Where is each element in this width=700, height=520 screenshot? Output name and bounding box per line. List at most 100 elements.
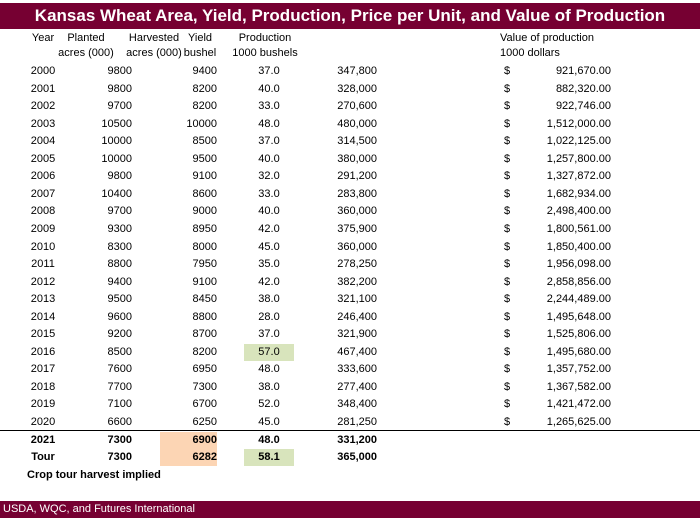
cell-value: 1,495,648.00 [546,310,611,323]
cell-year: 2002 [30,100,56,113]
cell-planted: 7300 [107,434,132,446]
cell-planted: 10500 [101,117,132,130]
cell-production: 375,900 [337,222,377,235]
header-planted-line1: Planted [67,32,105,44]
cell-harvested: 8200 [192,345,217,358]
cell-value: 882,320.00 [555,82,611,95]
cell-planted: 9800 [107,170,132,183]
cell-dollar-sign: $ [504,416,511,428]
cell-year: 2009 [30,222,56,235]
cell-dollar-sign: $ [504,293,511,306]
cell-harvested: 6950 [192,363,217,376]
cell-harvested: 9100 [192,170,217,183]
cell-harvested: 9400 [192,65,217,77]
cell-production: 283,800 [337,187,377,200]
header-production: Production 1000 bushels [230,31,300,61]
cell-value: 922,746.00 [555,100,611,113]
cell-production: 277,400 [337,380,377,393]
note: Crop tour harvest implied [27,469,161,481]
cell-dollar-sign: $ [504,100,511,113]
cell-planted: 8300 [107,240,132,253]
cell-dollar-sign: $ [504,240,511,253]
header-value: Value of production 1000 dollars [500,31,620,61]
cell-yield: 42.0 [258,222,280,235]
cell-planted: 7600 [107,363,132,376]
cell-yield: 35.0 [258,258,280,271]
cell-dollar-sign: $ [504,117,511,130]
cell-yield: 48.0 [258,434,280,446]
cell-yield: 38.0 [258,293,280,306]
cell-planted: 9800 [107,82,132,95]
cell-production: 278,250 [337,258,377,271]
cell-production: 291,200 [337,170,377,183]
cell-value: 1,800,561.00 [546,222,611,235]
header-harvested-line2: acres (000) [126,47,182,59]
cell-dollar-sign: $ [504,328,511,341]
cell-production: 321,100 [337,293,377,306]
cell-value: 1,022,125.00 [546,135,611,148]
cell-yield: 58.1 [244,449,294,466]
header-value-line2: 1000 dollars [500,47,560,59]
cell-dollar-sign: $ [504,380,511,393]
header-planted: Planted acres (000) [56,31,116,61]
cell-planted: 7700 [107,380,132,393]
cell-harvested: 8800 [192,310,217,323]
cell-harvested: 9500 [192,152,217,165]
cell-harvested: 7300 [192,380,217,393]
cell-planted: 7300 [107,451,132,463]
header-production-line2: 1000 bushels [232,47,298,59]
cell-year: 2020 [30,416,56,428]
cell-dollar-sign: $ [504,65,511,77]
cell-year: 2013 [30,293,56,306]
cell-value: 1,357,752.00 [546,363,611,376]
cell-value: 1,265,625.00 [546,416,611,428]
cell-year: 2018 [30,380,56,393]
cell-value: 1,512,000.00 [546,117,611,130]
cell-value: 1,850,400.00 [546,240,611,253]
cell-harvested: 6900 [160,432,217,449]
cell-yield: 40.0 [258,205,280,218]
cell-yield: 57.0 [244,343,294,361]
cell-dollar-sign: $ [504,152,511,165]
cell-dollar-sign: $ [504,345,511,358]
cell-yield: 52.0 [258,398,280,411]
cell-production: 360,000 [337,205,377,218]
cell-dollar-sign: $ [504,187,511,200]
cell-value: 2,858,856.00 [546,275,611,288]
cell-production: 480,000 [337,117,377,130]
cell-production: 348,400 [337,398,377,411]
cell-year: 2003 [30,117,56,130]
cell-year: 2010 [30,240,56,253]
cell-yield: 38.0 [258,380,280,393]
cell-yield: 33.0 [258,187,280,200]
cell-planted: 9700 [107,100,132,113]
cell-dollar-sign: $ [504,222,511,235]
cell-harvested: 8200 [192,82,217,95]
table-title: Kansas Wheat Area, Yield, Production, Pr… [0,3,700,29]
cell-production: 331,200 [337,434,377,446]
header-year: Year [20,31,66,46]
cell-harvested: 8950 [192,222,217,235]
cell-year: 2014 [30,310,56,323]
cell-production: 347,800 [337,65,377,77]
cell-value: 1,956,098.00 [546,258,611,271]
cell-dollar-sign: $ [504,258,511,271]
divider [0,430,700,431]
cell-yield: 33.0 [258,100,280,113]
cell-production: 382,200 [337,275,377,288]
cell-yield: 28.0 [258,310,280,323]
header-value-line1: Value of production [500,32,594,44]
cell-year: 2019 [30,398,56,411]
cell-planted: 6600 [107,416,132,428]
cell-production: 328,000 [337,82,377,95]
cell-value: 2,244,489.00 [546,293,611,306]
cell-production: 467,400 [337,345,377,358]
cell-value: 1,682,934.00 [546,187,611,200]
cell-yield: 37.0 [258,65,280,77]
header-yield: Yield bushel [180,31,220,61]
cell-harvested: 6250 [192,416,217,428]
cell-year: 2017 [30,363,56,376]
cell-planted: 10400 [101,187,132,200]
cell-planted: 9200 [107,328,132,341]
cell-production: 270,600 [337,100,377,113]
